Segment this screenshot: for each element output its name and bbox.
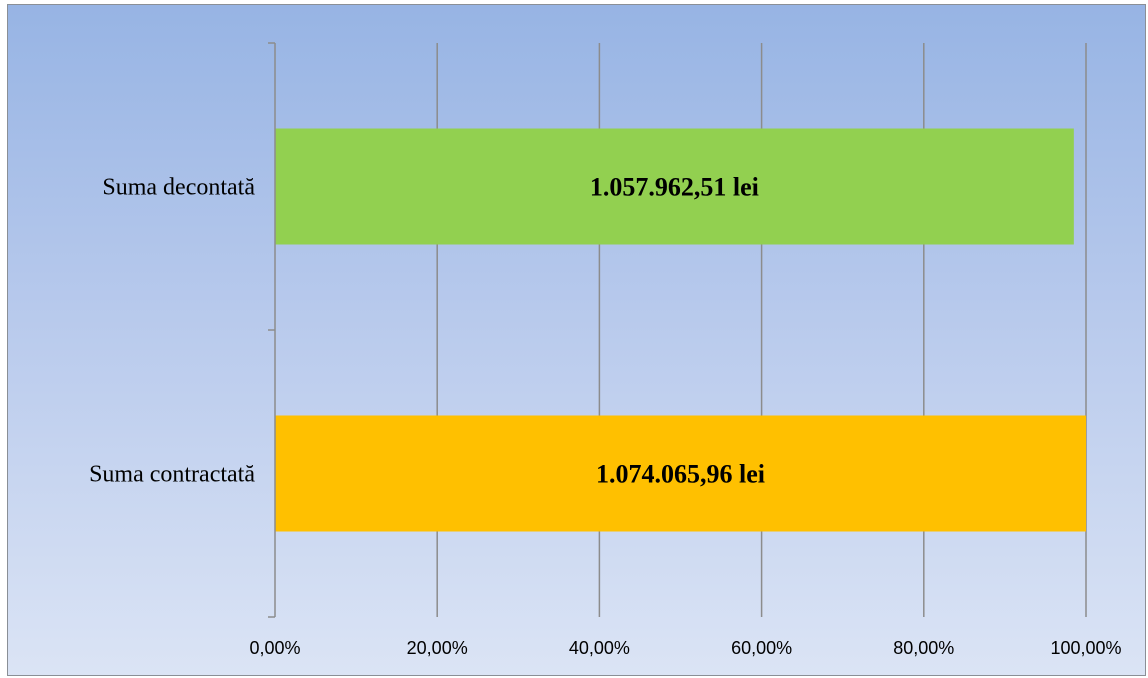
- category-label: Suma contractată: [89, 462, 255, 488]
- x-tick-label: 100,00%: [1050, 638, 1121, 658]
- bar-chart: 1.074.065,96 lei Suma contractată 1.057.96…: [89, 42, 1122, 659]
- label-layer: 1.074.065,96 lei Suma contractată 1.057.96…: [89, 173, 1121, 659]
- x-tick-label: 60,00%: [731, 638, 792, 658]
- chart-frame: 1.074.065,96 lei Suma contractată 1.057.96…: [7, 4, 1146, 676]
- bar: [275, 128, 1074, 245]
- x-tick-label: 80,00%: [893, 638, 954, 658]
- x-tick-label: 40,00%: [569, 638, 630, 658]
- bar-data-label: 1.074.065,96 lei: [596, 460, 765, 489]
- bar-layer: [275, 128, 1086, 532]
- axis-layer: [268, 42, 276, 618]
- x-tick-label: 0,00%: [249, 638, 300, 658]
- category-label: Suma decontată: [102, 175, 255, 201]
- x-tick-label: 20,00%: [407, 638, 468, 658]
- bar-data-label: 1.057.962,51 lei: [590, 173, 759, 202]
- bar: [275, 415, 1086, 532]
